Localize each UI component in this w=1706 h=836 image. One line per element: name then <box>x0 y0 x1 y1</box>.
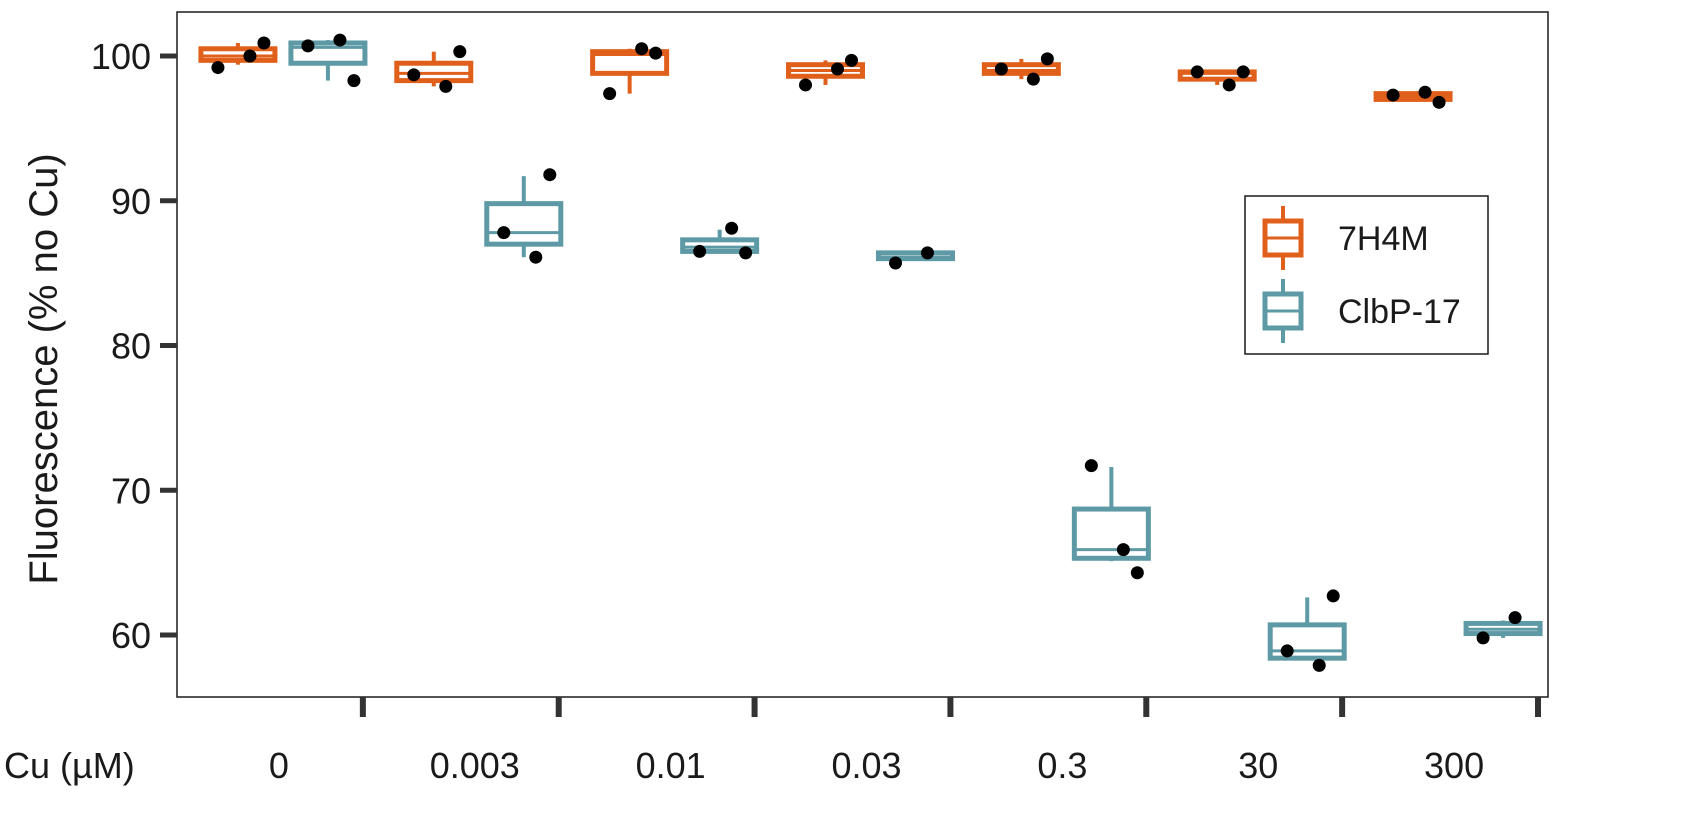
box-7H4M-0 <box>198 42 278 65</box>
legend-label: 7H4M <box>1338 220 1429 258</box>
data-points <box>211 33 1522 672</box>
series-7H4M <box>198 42 1453 102</box>
y-tick-label: 70 <box>111 470 151 511</box>
box <box>484 201 564 247</box>
data-point <box>994 62 1008 76</box>
y-axis: 60 70 80 90 100 <box>91 36 177 656</box>
data-point <box>1190 65 1204 79</box>
data-point <box>211 61 225 75</box>
data-point <box>635 42 649 56</box>
data-point <box>725 221 739 235</box>
data-point <box>649 46 663 60</box>
data-point <box>1418 85 1432 99</box>
data-point <box>831 62 844 76</box>
plot-border <box>176 11 1549 698</box>
x-tick-label: 0 <box>269 745 289 786</box>
x-axis: 0 0.003 0.01 0.03 0.3 30 300 <box>269 697 1541 786</box>
data-point <box>1040 52 1054 66</box>
data-point <box>1130 566 1144 580</box>
data-point <box>243 49 257 63</box>
data-point <box>1084 459 1098 473</box>
box-7H4M-0.03 <box>786 60 865 85</box>
data-point <box>301 39 315 53</box>
data-point <box>1476 631 1490 645</box>
x-tick-label: 300 <box>1424 745 1484 786</box>
y-tick-label: 100 <box>91 36 151 77</box>
data-point <box>347 74 361 88</box>
data-point <box>889 256 902 270</box>
data-point <box>921 246 934 260</box>
data-point <box>1236 65 1250 79</box>
box-ClbP-17-30 <box>1267 597 1347 661</box>
x-tick-label: 30 <box>1238 745 1278 786</box>
data-point <box>453 45 467 59</box>
data-point <box>1508 611 1522 625</box>
chart-marks <box>198 33 1543 672</box>
data-point <box>693 244 707 258</box>
legend-label: ClbP-17 <box>1338 293 1461 331</box>
legend-key-ClbP-17 <box>1262 279 1304 343</box>
data-point <box>799 78 812 92</box>
y-tick-label: 60 <box>111 615 151 656</box>
box-ClbP-17-0.3 <box>1071 467 1151 562</box>
box-ClbP-17-0.03 <box>876 250 955 262</box>
x-tick-label: 0.01 <box>636 745 706 786</box>
data-point <box>1116 543 1130 557</box>
plot-panel <box>176 11 1549 698</box>
data-point <box>845 53 858 67</box>
data-point <box>1312 658 1326 672</box>
y-tick-label: 80 <box>111 326 151 367</box>
x-tick-label: 0.3 <box>1037 745 1087 786</box>
legend: 7H4M ClbP-17 <box>1244 195 1489 355</box>
box-ClbP-17-0 <box>288 40 368 81</box>
data-point <box>257 36 271 50</box>
data-point <box>407 68 421 82</box>
box-7H4M-0.01 <box>590 48 670 94</box>
data-point <box>739 246 753 260</box>
data-point <box>1026 72 1040 86</box>
y-axis-label: Fluorescence (% no Cu) <box>22 153 66 584</box>
x-tick-label: 0.03 <box>831 745 901 786</box>
box <box>590 49 670 76</box>
x-tick-label: 0.003 <box>430 745 520 786</box>
data-point <box>603 87 617 101</box>
y-tick-label: 90 <box>111 181 151 222</box>
box-ClbP-17-0.003 <box>484 176 564 258</box>
data-point <box>497 226 511 240</box>
data-point <box>1386 88 1400 102</box>
legend-key-7H4M <box>1262 206 1304 270</box>
data-point <box>529 250 543 264</box>
data-point <box>1222 78 1236 92</box>
box-ClbP-17-300 <box>1463 620 1543 638</box>
data-point <box>543 168 557 182</box>
data-point <box>1280 644 1294 658</box>
x-axis-label: Cu (µM) <box>4 745 135 786</box>
data-point <box>1432 95 1446 109</box>
data-point <box>439 79 453 93</box>
data-point <box>333 33 347 47</box>
data-point <box>1326 589 1340 603</box>
